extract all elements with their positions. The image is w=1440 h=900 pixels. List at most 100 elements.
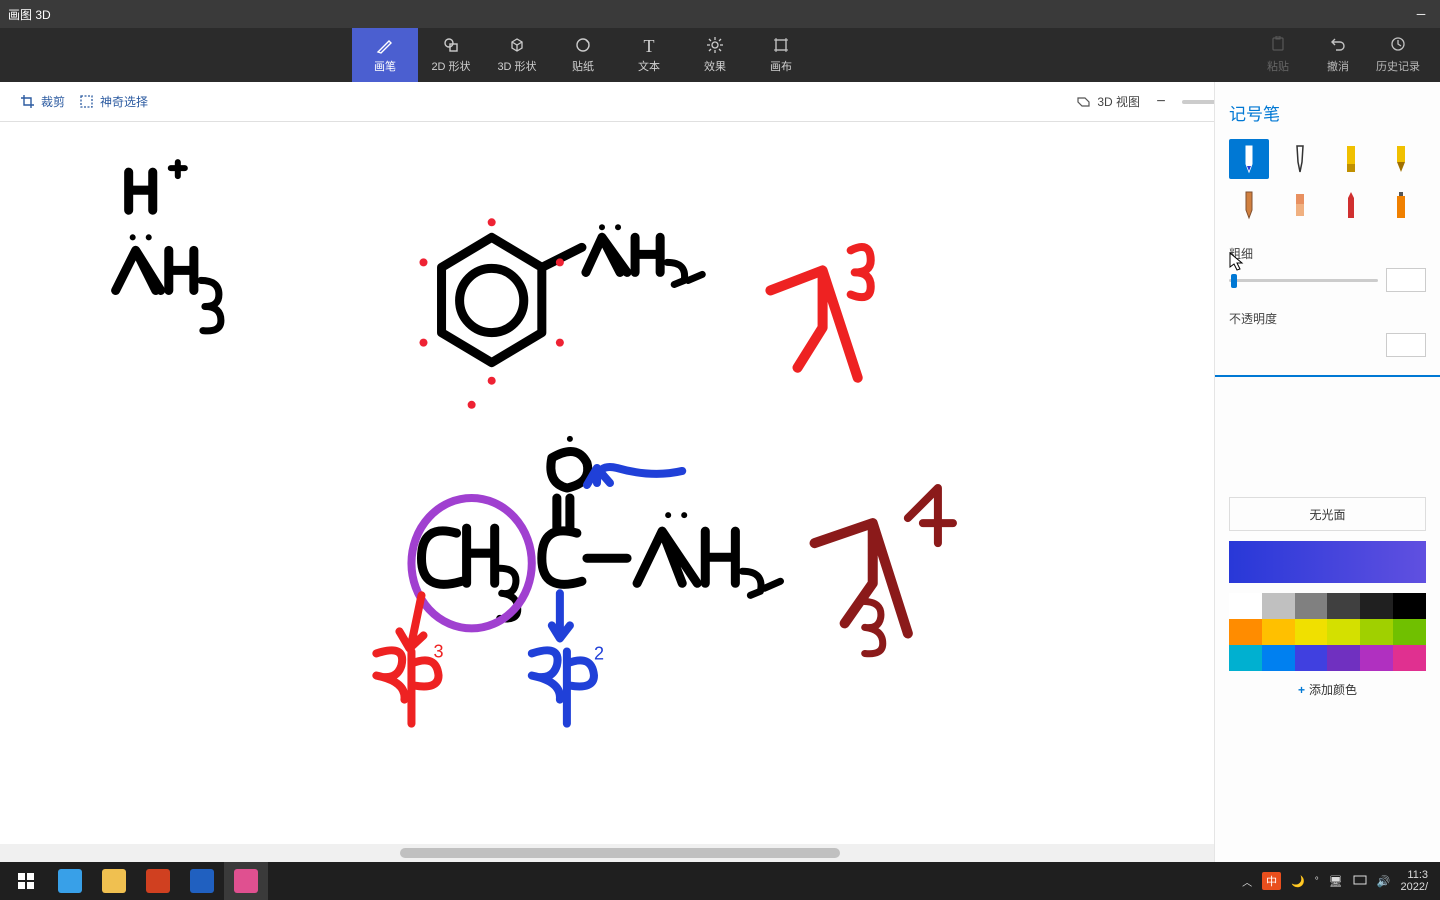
- system-tray: ︿ 中 🌙 ° 🖥 🔊 11:3 2022/: [1242, 869, 1434, 893]
- taskbar-app-explorer[interactable]: [92, 862, 136, 900]
- eraser-brush[interactable]: [1280, 185, 1320, 225]
- add-color-button[interactable]: +添加颜色: [1229, 671, 1426, 708]
- ribbon-3d-shapes[interactable]: 3D 形状: [484, 28, 550, 82]
- ribbon-label: 效果: [704, 58, 726, 74]
- window-controls: ─: [1414, 7, 1432, 21]
- ribbon-canvas[interactable]: 画布: [748, 28, 814, 82]
- panel-title: 记号笔: [1229, 100, 1426, 125]
- weather-icon[interactable]: °: [1315, 876, 1319, 887]
- thickness-slider[interactable]: [1229, 279, 1378, 282]
- pencil-brush[interactable]: [1229, 185, 1269, 225]
- finish-matte[interactable]: 无光面: [1230, 498, 1425, 530]
- tray-network-icon[interactable]: [1353, 873, 1367, 890]
- calligraphy-brush[interactable]: [1280, 139, 1320, 179]
- svg-text:2: 2: [594, 643, 604, 663]
- view-3d-tool[interactable]: 3D 视图: [1076, 93, 1140, 110]
- ribbon-undo[interactable]: 撤消: [1308, 28, 1368, 82]
- crop-label: 裁剪: [41, 93, 65, 110]
- magic-select-icon: [79, 94, 94, 109]
- ime-indicator[interactable]: 中: [1262, 872, 1281, 890]
- oil-brush[interactable]: [1331, 139, 1371, 179]
- palette-swatch[interactable]: [1393, 645, 1426, 671]
- side-panel: 记号笔 粗细 不透明度: [1214, 82, 1440, 862]
- ribbon-label: 画笔: [374, 58, 396, 74]
- crayon-brush[interactable]: [1331, 185, 1371, 225]
- palette-swatch[interactable]: [1295, 645, 1328, 671]
- taskbar-app-paint3d[interactable]: [224, 862, 268, 900]
- ribbon-brush[interactable]: 画笔: [352, 28, 418, 82]
- taskbar-app-word[interactable]: [180, 862, 224, 900]
- taskbar: ︿ 中 🌙 ° 🖥 🔊 11:3 2022/: [0, 862, 1440, 900]
- brush-grid: [1229, 139, 1426, 225]
- finish-selector[interactable]: 无光面: [1229, 497, 1426, 531]
- effects-icon: [706, 36, 724, 56]
- opacity-label: 不透明度: [1229, 310, 1426, 327]
- current-color-swatch[interactable]: [1229, 541, 1426, 583]
- palette-swatch[interactable]: [1327, 619, 1360, 645]
- palette-swatch[interactable]: [1262, 593, 1295, 619]
- tray-volume-icon[interactable]: 🔊: [1377, 875, 1391, 888]
- magic-select-tool[interactable]: 神奇选择: [79, 93, 148, 110]
- palette-swatch[interactable]: [1229, 619, 1262, 645]
- shapes-2d-icon: [442, 36, 460, 56]
- taskbar-app-powerpoint[interactable]: [136, 862, 180, 900]
- date-text: 2022/: [1400, 881, 1428, 893]
- canvas-area[interactable]: 2 3: [0, 122, 1214, 844]
- palette-swatch[interactable]: [1262, 645, 1295, 671]
- tray-chevron-icon[interactable]: ︿: [1242, 874, 1252, 889]
- crop-tool[interactable]: 裁剪: [20, 93, 65, 110]
- minimize-button[interactable]: ─: [1414, 7, 1428, 21]
- ribbon-effects[interactable]: 效果: [682, 28, 748, 82]
- sticker-icon: [574, 36, 592, 56]
- taskbar-app-edge[interactable]: [48, 862, 92, 900]
- palette-swatch[interactable]: [1393, 593, 1426, 619]
- crop-icon: [20, 94, 35, 109]
- ribbon-stickers[interactable]: 贴纸: [550, 28, 616, 82]
- palette-swatch[interactable]: [1360, 619, 1393, 645]
- clock[interactable]: 11:3 2022/: [1400, 869, 1428, 893]
- moon-icon[interactable]: 🌙: [1291, 875, 1305, 888]
- thickness-input[interactable]: [1386, 268, 1426, 292]
- ribbon-history[interactable]: 历史记录: [1368, 28, 1428, 82]
- tray-monitor-icon[interactable]: 🖥: [1329, 875, 1343, 888]
- horizontal-scrollbar[interactable]: [0, 844, 1214, 862]
- plus-icon: +: [1298, 683, 1305, 697]
- undo-icon: [1330, 36, 1346, 56]
- ribbon-toolbar: 画笔 2D 形状 3D 形状 贴纸 T 文本 效果 画布: [0, 28, 1440, 82]
- palette-swatch[interactable]: [1262, 619, 1295, 645]
- magic-label: 神奇选择: [100, 93, 148, 110]
- watercolor-brush[interactable]: [1381, 139, 1421, 179]
- ribbon-label: 画布: [770, 58, 792, 74]
- paste-icon: [1270, 36, 1286, 56]
- palette-swatch[interactable]: [1327, 645, 1360, 671]
- spray-brush[interactable]: [1381, 185, 1421, 225]
- view3d-icon: [1076, 94, 1091, 109]
- marker-brush[interactable]: [1229, 139, 1269, 179]
- ribbon-label: 贴纸: [572, 58, 594, 74]
- zoom-out-button[interactable]: −: [1152, 93, 1170, 111]
- color-palette: [1229, 593, 1426, 671]
- ribbon-text[interactable]: T 文本: [616, 28, 682, 82]
- ribbon-2d-shapes[interactable]: 2D 形状: [418, 28, 484, 82]
- ribbon-paste[interactable]: 粘贴: [1248, 28, 1308, 82]
- opacity-input[interactable]: [1386, 333, 1426, 357]
- palette-swatch[interactable]: [1295, 593, 1328, 619]
- palette-swatch[interactable]: [1229, 645, 1262, 671]
- palette-swatch[interactable]: [1360, 593, 1393, 619]
- thickness-label: 粗细: [1229, 245, 1426, 262]
- palette-swatch[interactable]: [1393, 619, 1426, 645]
- shapes-3d-icon: [508, 36, 526, 56]
- start-button[interactable]: [6, 862, 46, 900]
- palette-swatch[interactable]: [1327, 593, 1360, 619]
- palette-swatch[interactable]: [1295, 619, 1328, 645]
- cursor-icon: [1229, 252, 1245, 272]
- palette-swatch[interactable]: [1360, 645, 1393, 671]
- time-text: 11:3: [1400, 869, 1428, 881]
- view3d-label: 3D 视图: [1097, 93, 1140, 110]
- ribbon-label: 文本: [638, 58, 660, 74]
- ribbon-label: 撤消: [1327, 58, 1349, 74]
- canvas-icon: [772, 36, 790, 56]
- palette-swatch[interactable]: [1229, 593, 1262, 619]
- drawing-content: 2 3: [0, 122, 1214, 844]
- history-icon: [1390, 36, 1406, 56]
